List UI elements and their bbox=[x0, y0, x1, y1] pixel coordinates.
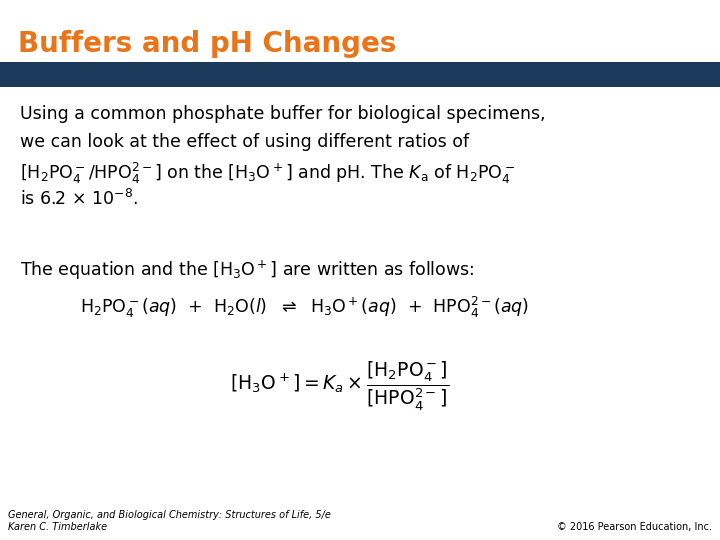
Text: we can look at the effect of using different ratios of: we can look at the effect of using diffe… bbox=[20, 133, 469, 151]
Text: $\mathregular{H_2PO_4^-(\mathit{aq})}$  +  $\mathregular{H_2O(\mathit{l})}$  $\m: $\mathregular{H_2PO_4^-(\mathit{aq})}$ +… bbox=[80, 295, 529, 321]
Text: Using a common phosphate buffer for biological specimens,: Using a common phosphate buffer for biol… bbox=[20, 105, 546, 123]
Text: © 2016 Pearson Education, Inc.: © 2016 Pearson Education, Inc. bbox=[557, 522, 712, 532]
Text: is 6.2 $\times$ $\mathsf{10^{-8}}$.: is 6.2 $\times$ $\mathsf{10^{-8}}$. bbox=[20, 189, 138, 209]
Text: $[\mathrm{H_3O^+}] = K_a \times \dfrac{[\mathrm{H_2PO_4^-}]}{[\mathrm{HPO_4^{2-}: $[\mathrm{H_3O^+}] = K_a \times \dfrac{[… bbox=[230, 360, 449, 413]
Text: The equation and the $[\mathsf{H_3O^+}]$ are written as follows:: The equation and the $[\mathsf{H_3O^+}]$… bbox=[20, 259, 474, 282]
Text: General, Organic, and Biological Chemistry: Structures of Life, 5/e
Karen C. Tim: General, Organic, and Biological Chemist… bbox=[8, 510, 331, 532]
Text: Buffers and pH Changes: Buffers and pH Changes bbox=[18, 30, 397, 58]
Bar bbox=[0, 62, 720, 87]
Text: $[\mathsf{H_2PO_4^-/HPO_4^{2-}}]$ on the $[\mathsf{H_3O^+}]$ and pH. The $\mathi: $[\mathsf{H_2PO_4^-/HPO_4^{2-}}]$ on the… bbox=[20, 161, 515, 186]
